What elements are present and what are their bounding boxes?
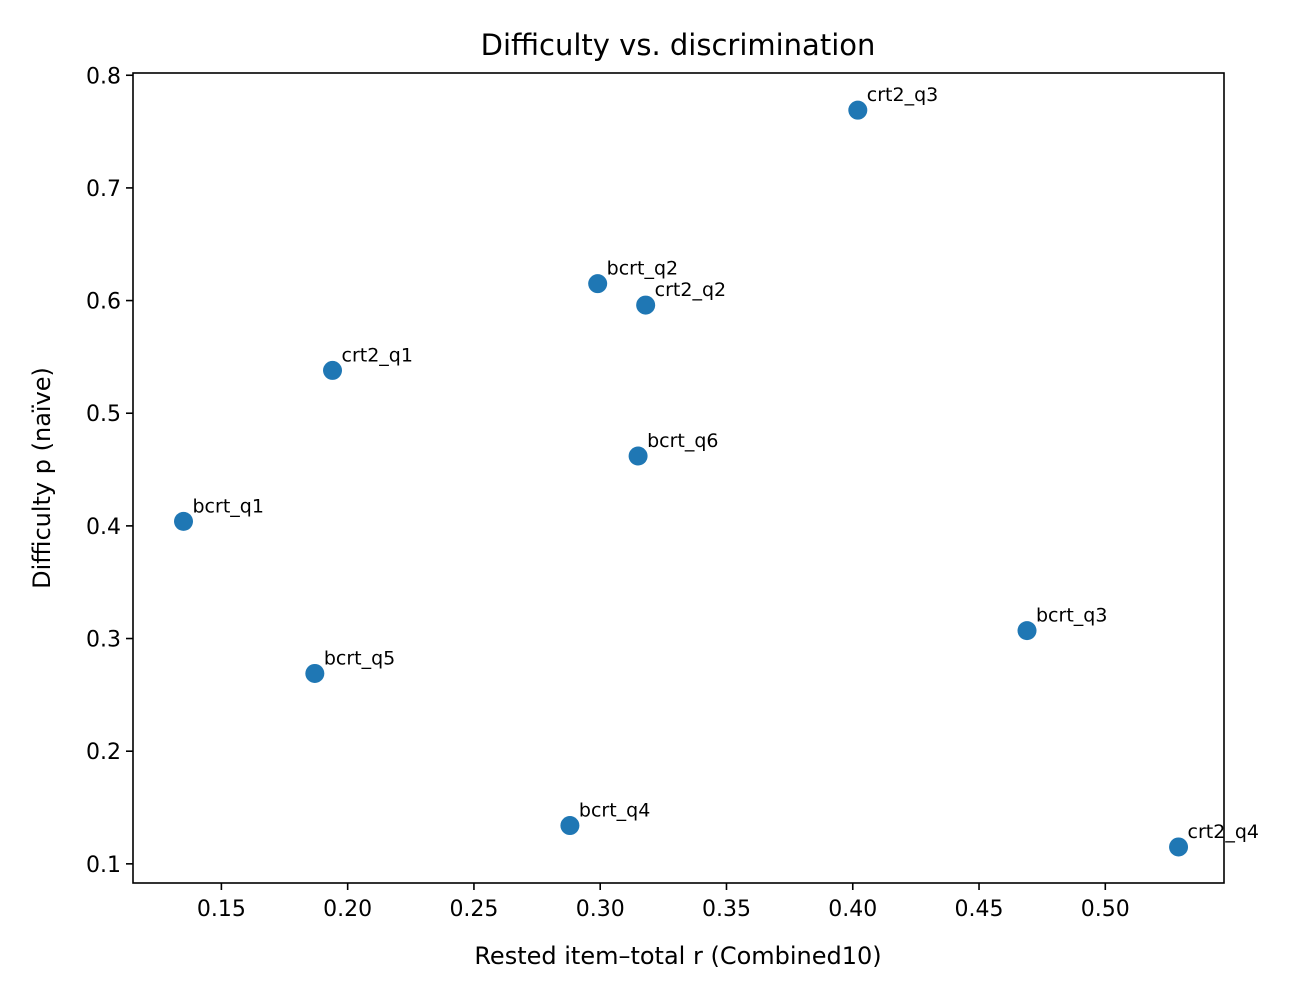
x-tick-label: 0.45 bbox=[955, 897, 1004, 922]
data-point-bcrt_q4 bbox=[560, 816, 580, 836]
x-axis: 0.15 0.20 0.25 0.30 0.35 0.40 0.45 0.50 bbox=[197, 883, 1130, 922]
x-tick-label: 0.40 bbox=[828, 897, 877, 922]
data-point-crt2_q1 bbox=[323, 360, 343, 380]
y-tick-label: 0.6 bbox=[86, 290, 121, 315]
y-tick-label: 0.1 bbox=[86, 853, 121, 878]
y-tick-label: 0.5 bbox=[86, 402, 121, 427]
point-label-crt2_q3: crt2_q3 bbox=[867, 84, 938, 106]
data-point-crt2_q4 bbox=[1169, 837, 1189, 857]
x-tick-label: 0.25 bbox=[449, 897, 498, 922]
x-tick-label: 0.15 bbox=[197, 897, 246, 922]
y-tick-label: 0.4 bbox=[86, 515, 121, 540]
plot-frame bbox=[132, 72, 1225, 884]
x-tick-label: 0.30 bbox=[576, 897, 625, 922]
y-tick-label: 0.3 bbox=[86, 628, 121, 653]
x-axis-label: Rested item–total r (Combined10) bbox=[474, 942, 881, 970]
data-point-bcrt_q3 bbox=[1017, 621, 1037, 641]
data-point-crt2_q3 bbox=[848, 100, 868, 120]
y-tick-label: 0.2 bbox=[86, 740, 121, 765]
chart-title: Difficulty vs. discrimination bbox=[481, 28, 876, 62]
point-label-crt2_q1: crt2_q1 bbox=[342, 344, 413, 366]
point-label-bcrt_q2: bcrt_q2 bbox=[607, 258, 678, 280]
point-label-bcrt_q3: bcrt_q3 bbox=[1036, 605, 1107, 627]
x-tick-label: 0.20 bbox=[323, 897, 372, 922]
point-label-crt2_q2: crt2_q2 bbox=[655, 279, 726, 301]
y-tick-label: 0.7 bbox=[86, 177, 121, 202]
point-label-bcrt_q4: bcrt_q4 bbox=[579, 800, 650, 822]
y-axis: 0.1 0.2 0.3 0.4 0.5 0.6 0.7 0.8 bbox=[86, 64, 133, 878]
data-point-bcrt_q6 bbox=[628, 446, 648, 466]
y-tick-label: 0.8 bbox=[86, 64, 121, 89]
data-point-bcrt_q5 bbox=[305, 663, 325, 683]
y-axis-label: Difficulty p (naïve) bbox=[28, 367, 56, 589]
data-point-bcrt_q1 bbox=[174, 511, 194, 531]
point-label-bcrt_q1: bcrt_q1 bbox=[193, 495, 264, 517]
x-tick-label: 0.35 bbox=[702, 897, 751, 922]
data-point-crt2_q2 bbox=[636, 295, 656, 315]
data-point-bcrt_q2 bbox=[588, 274, 608, 294]
point-label-bcrt_q5: bcrt_q5 bbox=[324, 647, 395, 669]
x-tick-label: 0.50 bbox=[1081, 897, 1130, 922]
point-label-bcrt_q6: bcrt_q6 bbox=[647, 430, 718, 452]
